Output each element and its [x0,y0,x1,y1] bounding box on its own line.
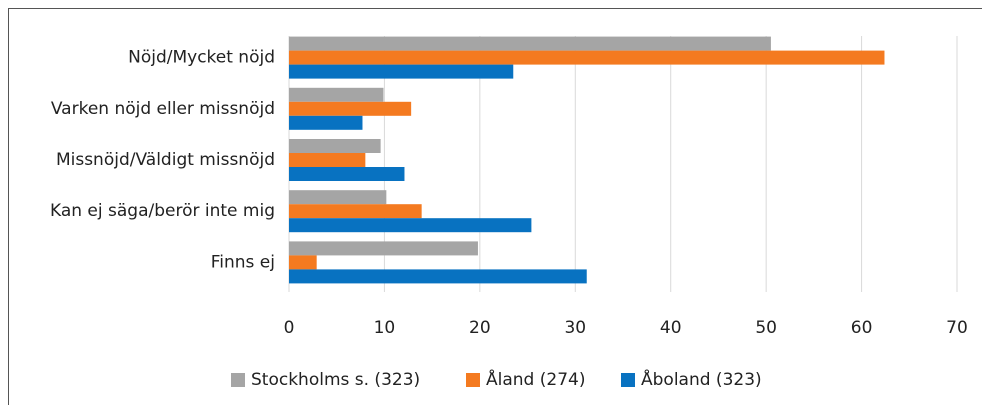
bar [289,269,587,283]
bar [289,51,884,65]
bar [289,204,422,218]
y-tick-label: Varken nöjd eller missnöjd [51,99,275,119]
y-tick-label: Missnöjd/Väldigt missnöjd [56,150,275,170]
bar [289,190,386,204]
x-tick-label: 70 [946,318,968,338]
bar [289,65,513,79]
x-tick-label: 60 [851,318,873,338]
bar [289,153,365,167]
bar [289,241,478,255]
x-tick-label: 10 [374,318,396,338]
y-tick-label: Kan ej säga/berör inte mig [50,201,275,221]
bar [289,116,362,130]
legend-swatch [231,373,245,387]
legend-label: Åboland (323) [641,368,762,390]
bar [289,167,404,181]
x-tick-label: 0 [284,318,295,338]
y-tick-label: Finns ej [211,252,275,272]
x-tick-label: 50 [755,318,777,338]
x-tick-label: 40 [660,318,682,338]
bar [289,102,411,116]
bar [289,255,317,269]
bar [289,37,771,51]
y-tick-label: Nöjd/Mycket nöjd [128,48,275,68]
legend-label: Stockholms s. (323) [251,370,420,390]
legend-swatch [621,373,635,387]
x-tick-label: 20 [469,318,491,338]
legend-label: Åland (274) [486,368,585,390]
bar [289,139,381,153]
bar [289,218,531,232]
x-tick-label: 30 [564,318,586,338]
bar [289,88,383,102]
legend-swatch [466,373,480,387]
